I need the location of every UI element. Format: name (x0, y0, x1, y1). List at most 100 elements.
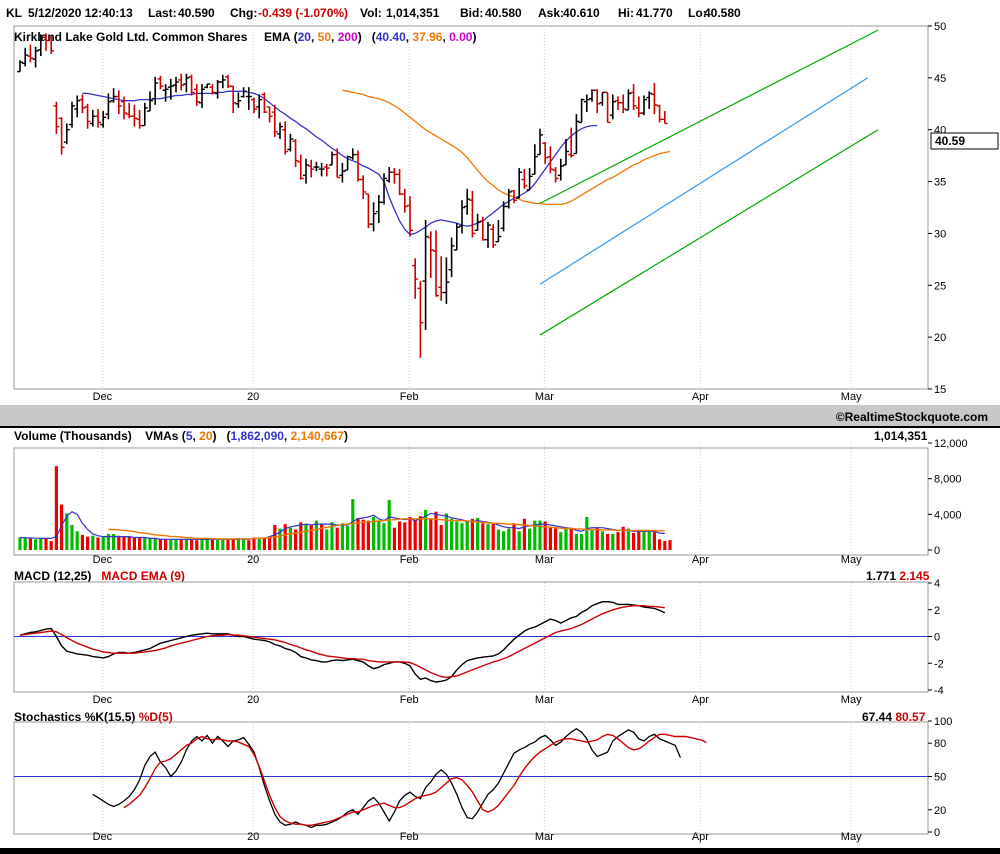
volume-bar (138, 537, 142, 550)
volume-bar (543, 521, 547, 550)
volume-bar (28, 538, 32, 550)
volume-bar (486, 524, 490, 550)
volume-bar (39, 537, 43, 550)
ohlc-bar (297, 154, 304, 180)
quote-chg: -0.439 (-1.070%) (258, 6, 349, 20)
price-panel-header: Kirkland Lake Gold Ltd. Common Shares EM… (14, 30, 477, 44)
ohlc-bar (110, 88, 117, 103)
volume-bar (164, 539, 168, 550)
ema20-period: 20 (297, 30, 311, 44)
vma20-period: 20 (199, 429, 213, 443)
ohlc-bar (136, 110, 143, 129)
ema50-line (342, 89, 671, 206)
ohlc-bar (157, 75, 164, 90)
macd-values: 1.771 2.145 (866, 569, 929, 583)
y-tick-label-price: 40 (934, 125, 946, 137)
ohlc-bar (505, 188, 512, 209)
ohlc-bar (495, 219, 502, 243)
macd-value: 1.771 (866, 569, 897, 583)
stoch-k-value: 67.44 (862, 710, 893, 724)
x-tick-label-macd: Feb (400, 694, 419, 706)
ohlc-bar (583, 94, 590, 113)
ohlc-bar (37, 34, 44, 57)
x-tick-label-stoch: Dec (93, 831, 113, 843)
volume-bar (382, 523, 386, 550)
ohlc-bar (152, 76, 159, 105)
volume-bar (351, 499, 355, 550)
y-tick-label-macd: 4 (934, 578, 940, 590)
ohlc-bar (183, 73, 190, 93)
volume-bar (268, 536, 272, 550)
volume-bar (80, 534, 84, 550)
ohlc-bar (604, 91, 611, 124)
volume-bar (392, 527, 396, 550)
ohlc-bar (459, 200, 465, 234)
y-tick-label-stoch: 20 (934, 805, 946, 817)
volume-bar (18, 537, 22, 550)
quote-chg-label: Chg: (230, 6, 258, 20)
ohlc-bar (375, 195, 382, 224)
volume-bar (346, 525, 350, 550)
volume-bar (559, 532, 563, 550)
volume-bar (122, 536, 126, 550)
volume-bar (106, 533, 110, 550)
x-tick-label-volume: May (841, 554, 862, 566)
watermark-strip (0, 405, 1000, 426)
x-tick-label-macd: Apr (692, 694, 709, 706)
ohlc-bar (63, 123, 70, 145)
trend-line (539, 77, 868, 285)
volume-bar (429, 518, 433, 550)
volume-bar (569, 527, 573, 550)
ohlc-bar (126, 102, 133, 119)
volume-bar (502, 531, 506, 550)
ohlc-bar (568, 127, 575, 158)
volume-bar (23, 537, 27, 550)
ohlc-bar (422, 219, 429, 330)
price-panel-frame (13, 25, 929, 390)
x-tick-label-volume: Apr (692, 554, 709, 566)
ohlc-bar (334, 148, 341, 179)
ohlc-bar (58, 117, 65, 155)
volume-bar (210, 539, 214, 550)
x-tick-label-volume: Dec (93, 554, 113, 566)
volume-bar (236, 537, 240, 550)
ohlc-bar (370, 202, 377, 232)
ohlc-bar (609, 94, 616, 120)
ohlc-bar (630, 84, 637, 111)
ohlc-bar (199, 84, 205, 108)
y-tick-label-volume: 0 (934, 545, 940, 557)
ohlc-bar (48, 36, 55, 55)
y-tick-label-volume: 12,000 (934, 438, 968, 450)
volume-bar (444, 513, 448, 550)
ohlc-bar (219, 74, 226, 89)
ohlc-bar (490, 224, 497, 248)
volume-bar (132, 537, 136, 550)
ohlc-bar (79, 94, 86, 114)
y-tick-label-stoch: 50 (934, 772, 946, 784)
y-tick-label-macd: 0 (934, 632, 940, 644)
volume-bar (112, 533, 116, 550)
x-tick-label-price: 20 (247, 391, 259, 403)
ohlc-bar (469, 190, 476, 238)
volume-bar (528, 528, 532, 550)
ohlc-bar (27, 44, 34, 63)
volume-bar (377, 520, 381, 550)
ohlc-bar (323, 163, 330, 177)
ohlc-bar (173, 76, 179, 93)
quote-lo: 40.580 (704, 6, 741, 20)
x-tick-label-price: Feb (400, 391, 419, 403)
volume-label: Volume (Thousands) (14, 429, 132, 443)
x-tick-label-stoch: Mar (535, 831, 554, 843)
volume-bar (143, 537, 147, 550)
ohlc-bar (620, 94, 627, 114)
ohlc-bar (225, 74, 231, 89)
volume-bar (361, 519, 365, 550)
volume-bar (387, 500, 391, 550)
ohlc-bar (448, 237, 455, 277)
volume-bar (616, 532, 620, 550)
volume-panel-frame (13, 447, 929, 556)
ohlc-bar (282, 121, 289, 155)
ohlc-bar (287, 133, 294, 152)
ohlc-bar (401, 188, 408, 213)
quote-vol: 1,014,351 (386, 6, 440, 20)
